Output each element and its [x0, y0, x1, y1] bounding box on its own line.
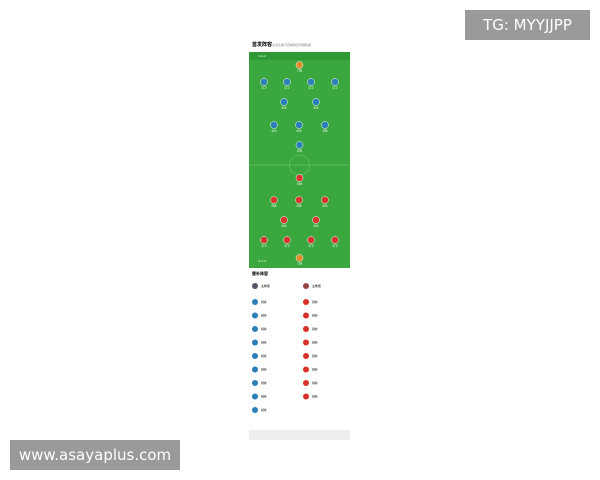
player-avatar: [331, 236, 339, 244]
watermark: TG: MYYJJPP: [465, 10, 590, 40]
formation: 4-4-2: [258, 54, 266, 58]
player-avatar: [270, 121, 278, 129]
sub-name: 替补: [312, 394, 318, 399]
sub-avatar: [252, 339, 258, 346]
sub-name: 替补: [312, 367, 318, 372]
coach-avatar: [303, 283, 309, 289]
sub-name: 替补: [312, 326, 318, 331]
sub-name: 替补: [312, 299, 318, 304]
sub-avatar: [303, 393, 309, 400]
player-name: 后卫: [332, 244, 338, 248]
sub-name: 替补: [312, 313, 318, 318]
sub-avatar: [252, 312, 258, 319]
sub-avatar: [252, 393, 258, 400]
sub-name: 替补: [261, 353, 267, 358]
sub-avatar: [252, 353, 258, 359]
player-avatar: [321, 121, 329, 129]
player-name: 后卫: [261, 244, 267, 248]
player-avatar: [312, 216, 320, 224]
player-name: 前锋: [297, 182, 303, 186]
sub-avatar: [252, 299, 258, 305]
sub-avatar: [303, 299, 309, 305]
player-avatar: [331, 78, 339, 86]
watermark: www.asayaplus.com: [10, 440, 180, 470]
sub-name: 替补: [261, 299, 267, 304]
player-name: 中场: [313, 106, 319, 110]
player-avatar: [312, 98, 320, 106]
player-avatar: [260, 236, 268, 244]
player-name: 前锋: [271, 204, 277, 208]
sub-avatar: [303, 326, 309, 332]
sub-avatar: [252, 380, 258, 386]
player-avatar: [295, 174, 304, 182]
player-name: 中场: [281, 224, 287, 228]
subtitle: 点击头像可查看球员详细数据: [272, 42, 311, 47]
player-name: 后卫: [284, 86, 290, 90]
subs-panel: [249, 268, 350, 430]
player-name: 前锋: [322, 129, 328, 133]
player-avatar: [295, 196, 303, 204]
footer: [249, 430, 350, 440]
player-name: 门将: [297, 69, 303, 73]
sub-name: 替补: [261, 407, 267, 412]
sub-avatar: [303, 339, 309, 346]
player-avatar: [260, 78, 268, 86]
sub-avatar: [303, 366, 309, 373]
pitch: [249, 52, 350, 268]
sub-avatar: [252, 326, 258, 332]
player-name: 后卫: [261, 86, 267, 90]
sub-name: 替补: [312, 353, 318, 358]
section-title: 替补阵容: [252, 270, 268, 276]
player-avatar: [283, 78, 291, 86]
player-avatar: [295, 121, 303, 129]
sub-avatar: [303, 312, 309, 319]
sub-name: 替补: [312, 340, 318, 345]
sub-name: 替补: [261, 313, 267, 318]
pitch-header: [249, 52, 350, 60]
sub-avatar: [252, 366, 258, 373]
player-avatar: [280, 98, 288, 106]
coach-name: 主教练: [312, 283, 321, 288]
coach-name: 主教练: [261, 283, 270, 288]
sub-avatar: [252, 407, 258, 413]
sub-name: 替补: [312, 380, 318, 385]
sub-name: 替补: [261, 326, 267, 331]
player-name: 后卫: [308, 244, 314, 248]
player-name: 中场: [271, 129, 277, 133]
sub-name: 替补: [261, 367, 267, 372]
player-avatar: [307, 78, 315, 86]
player-avatar: [283, 236, 291, 244]
player-name: 中场: [322, 204, 328, 208]
player-name: 门将: [297, 262, 303, 266]
sub-avatar: [303, 380, 309, 386]
player-avatar: [295, 254, 304, 262]
player-avatar: [321, 196, 329, 204]
player-name: 后卫: [284, 244, 290, 248]
sub-name: 替补: [261, 380, 267, 385]
sub-name: 替补: [261, 394, 267, 399]
player-avatar: [295, 141, 304, 149]
player-avatar: [280, 216, 288, 224]
player-avatar: [295, 61, 304, 69]
section-title: 首发阵容: [252, 41, 272, 48]
formation: 4-3-3: [258, 259, 266, 263]
player-name: 中场: [281, 106, 287, 110]
player-avatar: [307, 236, 315, 244]
coach-avatar: [252, 283, 258, 289]
player-name: 中场: [296, 129, 302, 133]
player-name: 后卫: [332, 86, 338, 90]
player-name: 后卫: [308, 86, 314, 90]
player-name: 前锋: [296, 204, 302, 208]
sub-avatar: [303, 353, 309, 359]
player-name: 前锋: [297, 149, 303, 153]
sub-name: 替补: [261, 340, 267, 345]
player-name: 中场: [313, 224, 319, 228]
player-avatar: [270, 196, 278, 204]
